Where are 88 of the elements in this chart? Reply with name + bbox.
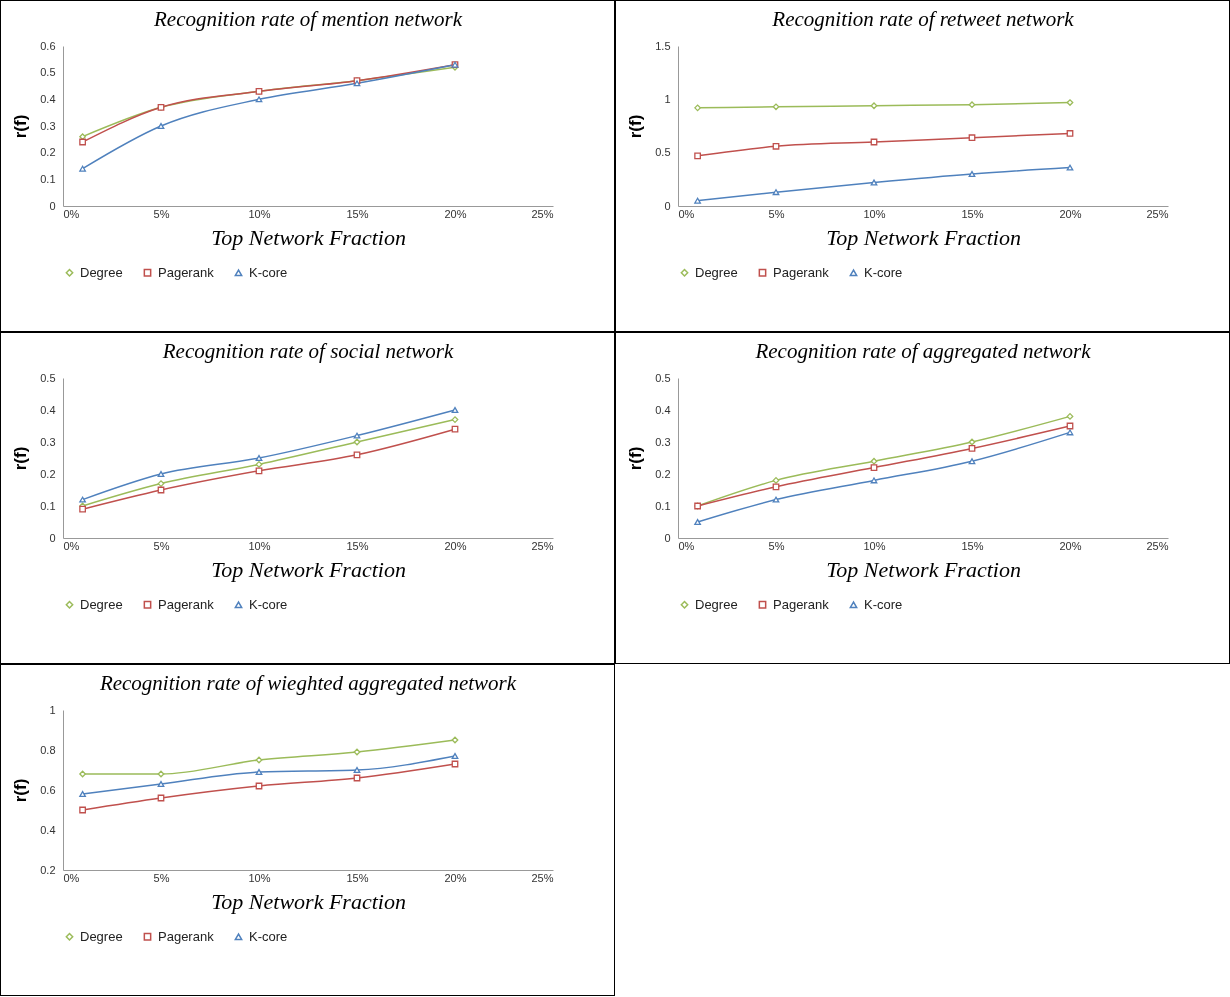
y-axis-title: r(f) bbox=[11, 778, 31, 803]
x-tick-label: 0% bbox=[63, 207, 80, 220]
x-tick-label: 25% bbox=[531, 207, 554, 220]
y-tick-label: 1 bbox=[664, 92, 671, 105]
x-tick-label: 15% bbox=[346, 207, 369, 220]
x-tick-label: 15% bbox=[346, 871, 369, 884]
y-tick-label: 0 bbox=[49, 531, 56, 544]
legend-label: K-core bbox=[249, 264, 288, 280]
x-tick-label: 0% bbox=[63, 871, 80, 884]
y-tick-label: 1.5 bbox=[655, 39, 671, 52]
legend-label: Degree bbox=[80, 928, 123, 944]
y-tick-label: 0 bbox=[664, 199, 671, 212]
y-tick-label: 0.5 bbox=[655, 371, 671, 384]
x-tick-label: 15% bbox=[961, 539, 984, 552]
y-axis-title: r(f) bbox=[11, 114, 31, 139]
x-tick-label: 15% bbox=[961, 207, 984, 220]
y-axis-title: r(f) bbox=[626, 114, 646, 139]
legend-label: K-core bbox=[249, 596, 288, 612]
y-tick-label: 0.6 bbox=[40, 39, 56, 52]
y-tick-label: 0 bbox=[49, 199, 56, 212]
x-tick-label: 20% bbox=[1059, 207, 1082, 220]
y-tick-label: 0.4 bbox=[40, 823, 56, 836]
x-tick-label: 10% bbox=[248, 871, 271, 884]
legend-label: Pagerank bbox=[773, 264, 830, 280]
x-tick-label: 10% bbox=[248, 207, 271, 220]
y-tick-label: 0.2 bbox=[40, 146, 56, 159]
legend-label: Degree bbox=[80, 264, 123, 280]
y-tick-label: 0.4 bbox=[40, 403, 56, 416]
x-tick-label: 20% bbox=[444, 539, 467, 552]
y-tick-label: 0.1 bbox=[655, 499, 671, 512]
chart-title: Recognition rate of wieghted aggregated network bbox=[98, 671, 517, 695]
y-tick-label: 0.5 bbox=[40, 66, 56, 79]
y-tick-label: 1 bbox=[49, 703, 56, 716]
x-tick-label: 25% bbox=[531, 539, 554, 552]
x-axis-title: Top Network Fraction bbox=[826, 224, 1021, 250]
chart-title: Recognition rate of mention network bbox=[153, 7, 463, 31]
y-tick-label: 0.4 bbox=[40, 92, 56, 105]
y-tick-label: 0.5 bbox=[655, 146, 671, 159]
x-tick-label: 5% bbox=[768, 207, 785, 220]
legend-label: Pagerank bbox=[158, 264, 215, 280]
y-tick-label: 0.1 bbox=[40, 499, 56, 512]
x-tick-label: 0% bbox=[63, 539, 80, 552]
y-tick-label: 0.4 bbox=[655, 403, 671, 416]
y-tick-label: 0.1 bbox=[40, 172, 56, 185]
legend-label: K-core bbox=[864, 264, 903, 280]
legend-label: Degree bbox=[695, 596, 738, 612]
legend-label: Degree bbox=[695, 264, 738, 280]
legend-label: Pagerank bbox=[158, 596, 215, 612]
x-tick-label: 20% bbox=[1059, 539, 1082, 552]
x-tick-label: 0% bbox=[678, 539, 695, 552]
y-axis-title: r(f) bbox=[11, 446, 31, 471]
legend-label: Degree bbox=[80, 596, 123, 612]
x-tick-label: 5% bbox=[153, 539, 170, 552]
x-axis-title: Top Network Fraction bbox=[826, 556, 1021, 582]
y-tick-label: 0.3 bbox=[40, 119, 56, 132]
y-tick-label: 0.2 bbox=[655, 467, 671, 480]
x-tick-label: 25% bbox=[1146, 207, 1169, 220]
chart-title: Recognition rate of retweet network bbox=[771, 7, 1075, 31]
x-tick-label: 25% bbox=[1146, 539, 1169, 552]
y-tick-label: 0.8 bbox=[40, 743, 56, 756]
x-tick-label: 10% bbox=[248, 539, 271, 552]
y-tick-label: 0 bbox=[664, 531, 671, 544]
x-tick-label: 10% bbox=[863, 207, 886, 220]
chart-title: Recognition rate of social network bbox=[161, 339, 454, 363]
x-tick-label: 5% bbox=[768, 539, 785, 552]
chart-title: Recognition rate of aggregated network bbox=[754, 339, 1092, 363]
x-axis-title: Top Network Fraction bbox=[211, 888, 406, 914]
legend-label: Pagerank bbox=[158, 928, 215, 944]
y-tick-label: 0.2 bbox=[40, 467, 56, 480]
x-tick-label: 10% bbox=[863, 539, 886, 552]
x-tick-label: 25% bbox=[531, 871, 554, 884]
y-tick-label: 0.5 bbox=[40, 371, 56, 384]
legend-label: K-core bbox=[249, 928, 288, 944]
y-axis-title: r(f) bbox=[626, 446, 646, 471]
x-axis-title: Top Network Fraction bbox=[211, 224, 406, 250]
x-tick-label: 5% bbox=[153, 207, 170, 220]
x-tick-label: 5% bbox=[153, 871, 170, 884]
x-tick-label: 15% bbox=[346, 539, 369, 552]
legend-label: Pagerank bbox=[773, 596, 830, 612]
x-axis-title: Top Network Fraction bbox=[211, 556, 406, 582]
x-tick-label: 0% bbox=[678, 207, 695, 220]
y-tick-label: 0.2 bbox=[40, 863, 56, 876]
x-tick-label: 20% bbox=[444, 871, 467, 884]
legend-label: K-core bbox=[864, 596, 903, 612]
y-tick-label: 0.6 bbox=[40, 783, 56, 796]
y-tick-label: 0.3 bbox=[655, 435, 671, 448]
x-tick-label: 20% bbox=[444, 207, 467, 220]
y-tick-label: 0.3 bbox=[40, 435, 56, 448]
